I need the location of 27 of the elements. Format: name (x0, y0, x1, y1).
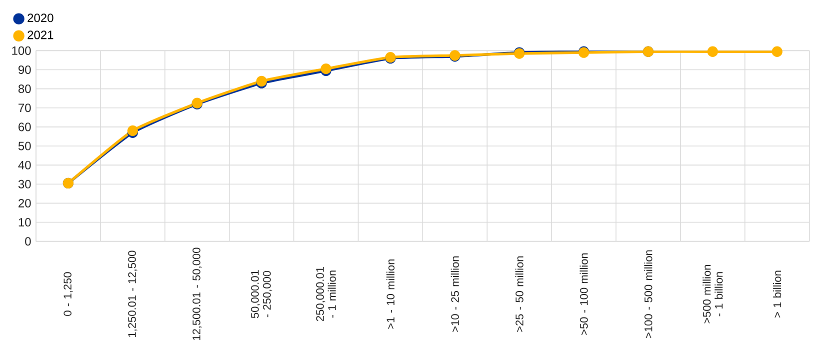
x-tick-label: 1,250.01 - 12,500 (128, 250, 138, 337)
x-tick-label: >25 - 50 million (515, 256, 524, 332)
y-tick-label: 70 (18, 104, 31, 112)
y-tick-label: 0 (25, 237, 31, 246)
point (772, 46, 782, 57)
y-tick-label: 100 (12, 46, 31, 55)
x-tick-label: 12,500.01 - 50,000 (192, 248, 202, 340)
legend-label: 2021 (28, 30, 54, 40)
y-tick-label: 20 (18, 198, 31, 208)
point (707, 46, 718, 57)
x-tick-label: > 1 billion (773, 270, 782, 318)
y-tick-label: 10 (18, 218, 31, 227)
y-tick-label: 60 (18, 122, 31, 132)
y-tick-label: 50 (18, 142, 31, 150)
x-tick-label: 0 - 1,250 (64, 272, 73, 316)
x-tick-label: >1 - 10 million (386, 259, 394, 329)
legend-label: 2020 (28, 14, 54, 22)
x-tick-label: 250,000.01 - 1 million (316, 267, 336, 322)
x-tick-label: 50,000.01 - 250,000 (251, 270, 272, 318)
x-tick-label: >500 million - 1 billion (702, 264, 723, 324)
y-tick-label: 30 (18, 180, 31, 188)
y-tick-label: 40 (18, 160, 31, 170)
y-tick-label: 90 (18, 65, 31, 74)
x-tick-label: >50 - 100 million (580, 253, 588, 335)
x-tick-label: >10 - 25 million (450, 256, 459, 332)
x-tick-label: >100 - 500 million (644, 250, 652, 338)
y-tick-label: 80 (18, 84, 31, 94)
